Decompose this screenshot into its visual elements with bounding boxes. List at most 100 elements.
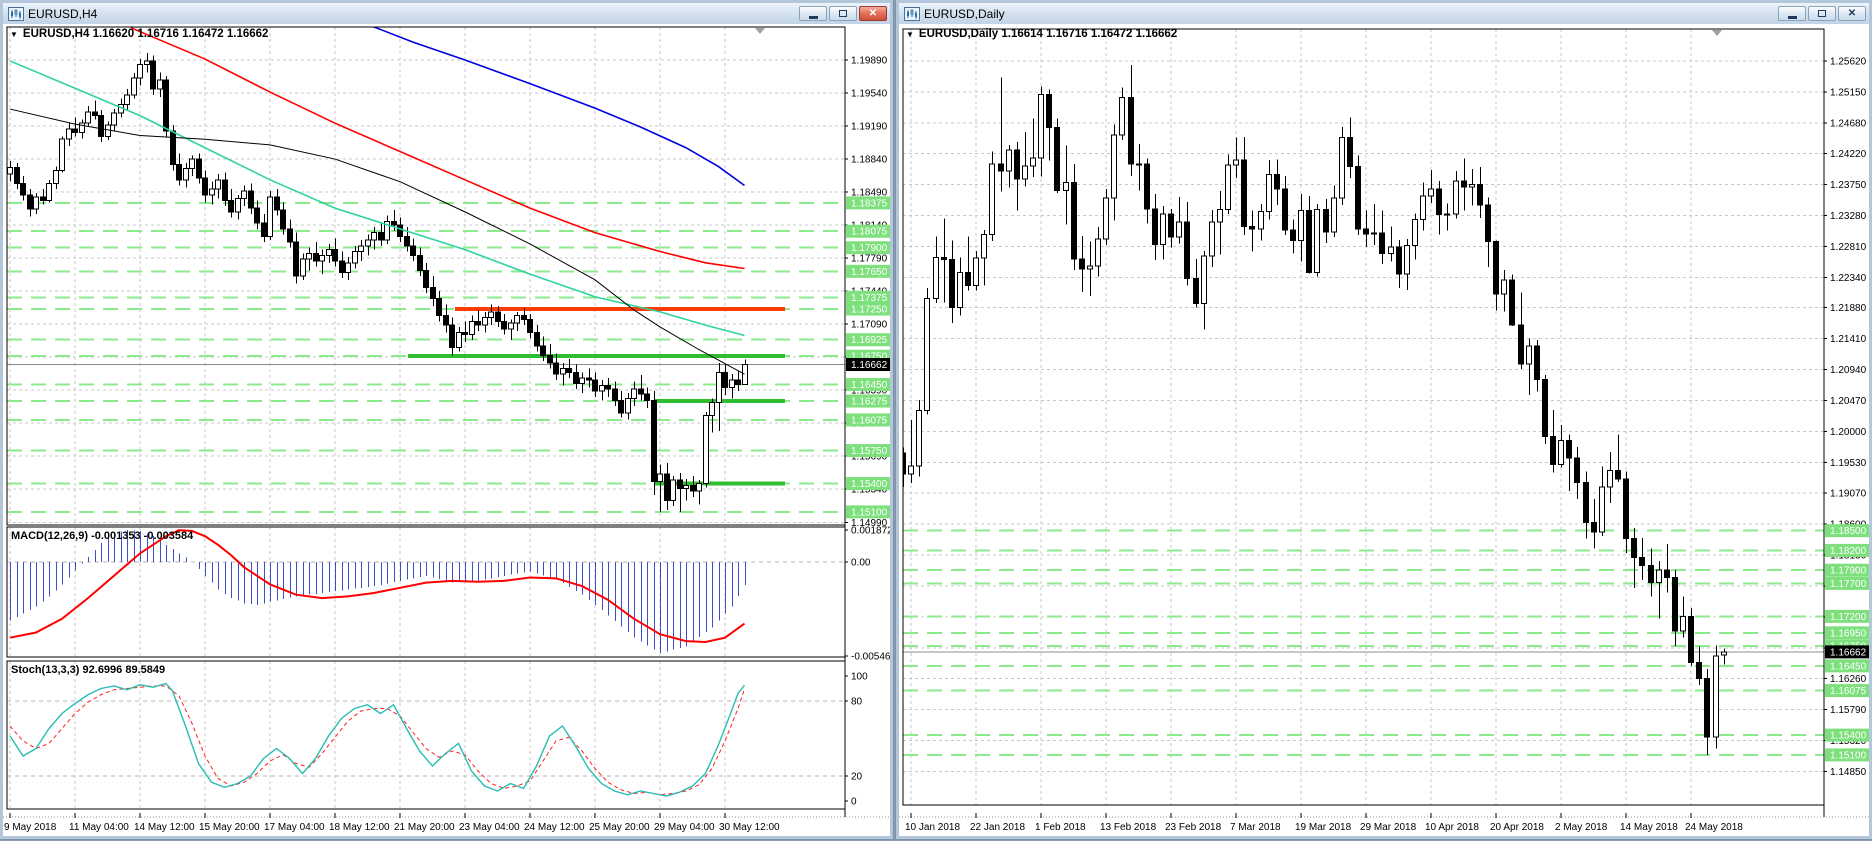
price-tick-label: 1.16260 [1830,674,1867,685]
price-tick-label: 1.19070 [1830,489,1867,500]
level-price-chip [1825,748,1869,762]
current-price-chip [846,358,890,372]
price-tick-label: 1.23280 [1830,211,1867,222]
current-price-label: 1.16662 [851,360,888,371]
stoch-signal-line [9,685,745,796]
window-title: EURUSD,H4 [28,6,98,21]
price-tick-label: 1.24680 [1830,119,1867,130]
close-icon: ✕ [1847,7,1857,19]
level-price-chip [1825,576,1869,590]
minimize-icon [1787,15,1797,19]
level-price-label: 1.16950 [1830,628,1867,639]
level-price-label: 1.17900 [851,243,888,254]
chart-canvas-h4[interactable]: 0.001872 0.00 -0.005462 100 80 20 0 1.19890 1.19… [3,24,890,836]
price-tick-label: 1.20470 [1830,396,1867,407]
level-price-chip [1825,728,1869,742]
level-price-chip [1825,684,1869,698]
macd-histogram [10,529,746,654]
price-tick-label: 1.18490 [851,188,888,199]
level-price-label: 1.15750 [851,446,888,457]
chart-canvas-daily[interactable]: 1.25620 1.25150 1.24680 1.24220 1.23750 1.232… [899,24,1869,836]
price-axis: 1.25620 1.25150 1.24680 1.24220 1.23750 1.232… [1824,57,1869,778]
close-button[interactable]: ✕ [859,6,887,21]
price-tick-label: 1.14990 [851,518,888,529]
svg-text:-0.005462: -0.005462 [851,651,890,662]
macd-signal-line [9,529,746,643]
symbol-dropdown-icon: ▼ [10,29,18,39]
stoch-main-line [9,682,746,797]
time-tick-label: 19 Mar 2018 [1295,822,1352,833]
minimize-button[interactable] [799,6,827,21]
level-price-chip [846,196,890,210]
restore-button[interactable] [829,6,857,21]
price-tick-label: 1.16390 [851,386,888,397]
level-price-label: 1.17700 [1830,579,1867,590]
restore-icon [839,10,847,17]
time-tick-label: 13 Feb 2018 [1100,822,1157,833]
level-price-label: 1.16450 [1830,661,1867,672]
time-tick-label: 10 Apr 2018 [1425,822,1479,833]
restore-button[interactable] [1808,6,1836,21]
current-price-chip [1825,645,1869,659]
level-price-chip [846,241,890,255]
level-price-label: 1.15400 [1830,731,1867,742]
price-tick-label: 1.19190 [851,122,888,133]
stoch-indicator-label: Stoch(13,3,3) 92.6996 89.5849 [11,664,166,676]
ma_black-line [9,108,745,375]
time-tick-label: 1 Feb 2018 [1035,822,1086,833]
svg-text:0.00: 0.00 [851,558,871,569]
level-price-chip [846,413,890,427]
chart-window-h4: EURUSD,H4 ✕ 0.001872 0.00 -0.005462 100 80 20… [0,0,894,840]
level-price-chip [846,264,890,278]
time-tick-label: 2 May 2018 [1555,822,1608,833]
price-axis: 1.198901.195401.191901.188401.184901.181… [845,55,890,529]
titlebar-daily[interactable]: EURUSD,Daily ✕ [899,3,1869,25]
chart-icon [8,6,24,21]
svg-text:80: 80 [851,697,863,708]
titlebar-h4[interactable]: EURUSD,H4 ✕ [3,3,890,25]
price-tick-label: 1.15340 [851,485,888,496]
chart-header-text: EURUSD,Daily 1.16614 1.16716 1.16472 1.1… [918,28,1178,40]
grid-vertical [910,29,1692,805]
level-price-label: 1.18075 [851,227,888,238]
price-tick-label: 1.25150 [1830,88,1867,99]
time-tick-label: 18 May 12:00 [329,822,390,833]
ma_blue-line [372,27,745,187]
candles [903,64,1727,755]
time-tick-label: 14 May 12:00 [134,822,195,833]
chart-shift-marker-icon [1712,30,1722,36]
level-price-chip [846,444,890,458]
chart-shift-marker-icon [755,28,765,34]
price-tick-label: 1.19890 [851,55,888,66]
level-price-label: 1.17375 [851,293,888,304]
symbol-dropdown-icon: ▼ [906,29,914,39]
level-price-chip [1825,543,1869,557]
minimize-button[interactable] [1778,6,1806,21]
level-price-chip [846,477,890,491]
time-tick-label: 29 Mar 2018 [1360,822,1417,833]
time-tick-label: 14 May 2018 [1620,822,1678,833]
time-tick-label: 20 Apr 2018 [1490,822,1544,833]
chart-header-h4: ▼ EURUSD,H4 1.16620 1.16716 1.16472 1.16… [10,28,268,40]
time-tick-label: 11 May 04:00 [69,822,129,833]
level-price-chip [1825,524,1869,538]
price-tick-label: 1.22810 [1830,242,1867,253]
level-price-chip [1825,609,1869,623]
time-tick-label: 17 May 04:00 [264,822,325,833]
price-tick-label: 1.21410 [1830,334,1867,345]
current-price-label: 1.16662 [1830,647,1867,658]
level-price-label: 1.16450 [851,380,888,391]
price-tick-label: 1.19540 [851,89,888,100]
close-button[interactable]: ✕ [1838,6,1866,21]
time-tick-label: 9 May 2018 [4,822,57,833]
level-price-label: 1.17650 [851,267,888,278]
price-tick-label: 1.14850 [1830,767,1867,778]
candles [7,52,748,512]
price-tick-label: 1.22340 [1830,273,1867,284]
price-tick-label: 1.20000 [1830,427,1867,438]
time-tick-label: 21 May 20:00 [394,822,455,833]
time-tick-label: 10 Jan 2018 [905,822,960,833]
price-tick-label: 1.15790 [1830,705,1867,716]
time-tick-label: 25 May 20:00 [589,822,650,833]
price-tick-label: 1.20940 [1830,365,1867,376]
